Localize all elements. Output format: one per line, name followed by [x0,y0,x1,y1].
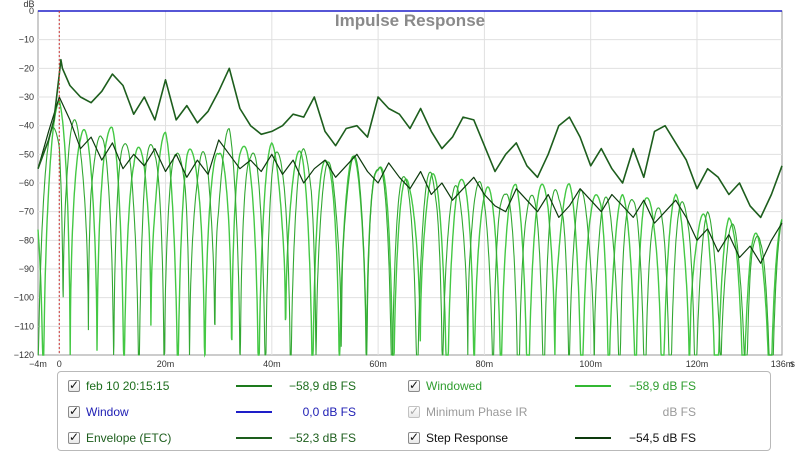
step-response-checkbox[interactable] [408,430,420,444]
minimum-phase-checkbox [408,404,420,418]
legend-panel: feb 10 20:15:15 −58,9 dB FS Windowed −58… [57,371,771,451]
x-tick-label: 136m [771,359,794,369]
legend-value-minimum-phase: dB FS [662,405,696,419]
legend-swatch-envelope [236,437,272,439]
legend-swatch-step-response [575,437,611,439]
legend-row-minimum-phase: Minimum Phase IR dB FS [408,402,696,422]
series-step-response [37,96,783,264]
x-tick-label: −4m [29,359,47,369]
legend-row-step-response[interactable]: Step Response −54,5 dB FS [408,428,696,448]
legend-label-step-response: Step Response [426,431,509,445]
grid-lines [38,11,782,355]
x-tick-label: 120m [686,359,709,369]
measurement-checkbox[interactable] [68,378,80,392]
y-tick-label: −90 [19,264,34,274]
x-axis-unit-label: s [790,359,795,370]
legend-label-window: Window [86,405,129,419]
legend-label-envelope: Envelope (ETC) [86,431,172,445]
x-tick-label: 0 [57,359,62,369]
y-tick-label: −50 [19,149,34,159]
window-checkbox[interactable] [68,404,80,418]
envelope-checkbox[interactable] [68,430,80,444]
series-group [37,10,783,358]
legend-swatch-measurement [236,385,272,387]
legend-row-window[interactable]: Window 0,0 dB FS [68,402,356,422]
legend-row-envelope[interactable]: Envelope (ETC) −52,3 dB FS [68,428,356,448]
x-tick-label: 60m [369,359,387,369]
legend-value-windowed: −58,9 dB FS [628,379,696,393]
legend-swatch-windowed [575,385,611,387]
series-measurement [37,119,783,356]
legend-value-step-response: −54,5 dB FS [628,431,696,445]
legend-label-measurement: feb 10 20:15:15 [86,379,170,393]
legend-swatch-window [236,411,272,413]
y-axis-ticks: 0 −10 −20 −30 −40 −50 −60 −70 −80 −90 −100 −110 −120 [14,6,34,360]
x-tick-label: 20m [157,359,175,369]
y-tick-label: −80 [19,235,34,245]
series-envelope [37,58,783,219]
y-tick-label: −110 [14,321,34,331]
x-tick-label: 100m [579,359,602,369]
legend-row-measurement[interactable]: feb 10 20:15:15 −58,9 dB FS [68,376,356,396]
y-tick-label: −70 [19,207,34,217]
y-tick-label: −20 [19,63,34,73]
legend-label-windowed: Windowed [426,379,483,393]
x-tick-label: 80m [476,359,494,369]
legend-value-envelope: −52,3 dB FS [288,431,356,445]
x-axis-ticks: −4m 0 20m 40m 60m 80m 100m 120m 136m [29,359,793,369]
chart-title: Impulse Response [335,11,485,30]
y-tick-label: −100 [14,293,34,303]
x-tick-label: 40m [263,359,281,369]
legend-row-windowed[interactable]: Windowed −58,9 dB FS [408,376,696,396]
y-tick-label: −40 [19,121,34,131]
y-tick-label: −10 [19,35,34,45]
impulse-response-chart[interactable]: Impulse Response dB s 0 −10 −20 −30 −40 −50 −6… [0,0,800,370]
y-tick-label: −30 [19,92,34,102]
y-tick-label: 0 [29,6,34,16]
y-tick-label: −120 [14,350,34,360]
y-axis-unit-label: dB [23,0,34,9]
windowed-checkbox[interactable] [408,378,420,392]
legend-value-measurement: −58,9 dB FS [288,379,356,393]
legend-label-minimum-phase: Minimum Phase IR [426,405,528,419]
legend-value-window: 0,0 dB FS [302,405,356,419]
series-windowed [37,99,783,358]
y-tick-label: −60 [19,178,34,188]
